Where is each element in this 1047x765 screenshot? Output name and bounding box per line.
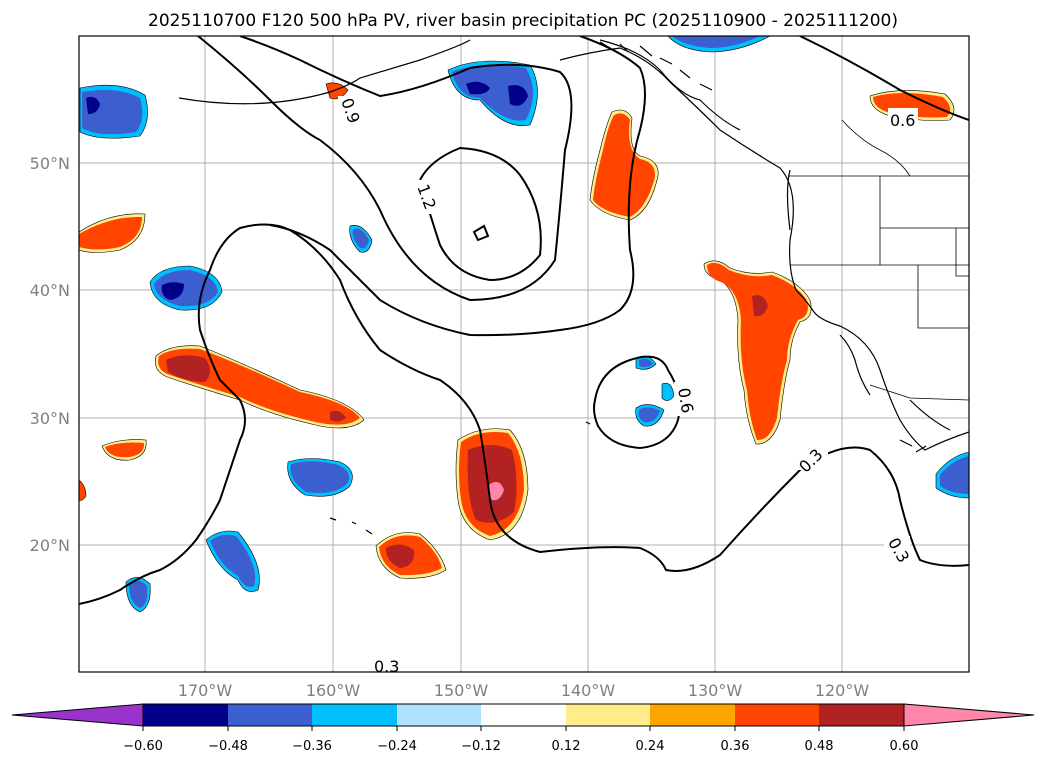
- lon-tick-label: 130°W: [688, 681, 743, 700]
- lon-tick-label: 120°W: [815, 681, 870, 700]
- contour-label: 0.3: [374, 657, 399, 676]
- pv-contour-1.2: [419, 146, 542, 282]
- lon-tick-label: 160°W: [306, 681, 361, 700]
- lat-tick-label: 40°N: [30, 281, 70, 300]
- lon-tick-label: 170°W: [178, 681, 233, 700]
- figure-title: 2025110700 F120 500 hPa PV, river basin …: [148, 11, 898, 31]
- colorbar-extend-left: [11, 703, 144, 727]
- lat-tick-label: 50°N: [30, 154, 70, 173]
- precip-blob-neg: [661, 382, 675, 401]
- colorbar-bin: [566, 704, 650, 726]
- contour-labels: 0.6 0.9 1.2 0.6 0.3 0.3 0.3: [337, 96, 918, 676]
- lat-tick-label: 20°N: [30, 536, 70, 555]
- colorbar-bin: [312, 704, 397, 726]
- lat-tick-labels: 50°N 40°N 30°N 20°N: [30, 154, 70, 555]
- colorbar-label: −0.60: [123, 739, 163, 754]
- map-plot-area: 0.6 0.9 1.2 0.6 0.3 0.3 0.3: [79, 36, 969, 676]
- precip-blob-neg: [452, 64, 533, 121]
- pv-contour-0.6-small: [593, 355, 681, 450]
- contour-label: 0.6: [674, 386, 697, 414]
- lon-tick-labels: 170°W 160°W 150°W 140°W 130°W 120°W: [178, 681, 870, 700]
- colorbar-label: 0.36: [721, 739, 750, 754]
- colorbar-label: −0.12: [461, 739, 501, 754]
- colorbar-bin: [650, 704, 735, 726]
- colorbar-extend-right: [903, 703, 1035, 727]
- colorbar-label: 0.60: [890, 739, 919, 754]
- lon-tick-label: 140°W: [561, 681, 616, 700]
- colorbar-bin: [481, 704, 566, 726]
- colorbar-label: 0.24: [636, 739, 665, 754]
- colorbar-bin: [228, 704, 312, 726]
- coastlines: [178, 39, 969, 535]
- colorbar: −0.60 −0.48 −0.36 −0.24 −0.12 0.12 0.24 …: [11, 703, 1035, 754]
- colorbar-bin: [143, 704, 228, 726]
- colorbar-bin: [735, 704, 819, 726]
- map-frame: [78, 35, 970, 673]
- precip-blob-pos: [79, 479, 87, 501]
- colorbar-label: −0.36: [292, 739, 332, 754]
- colorbar-label: −0.24: [377, 739, 417, 754]
- political-borders: [788, 119, 969, 401]
- lon-tick-label: 150°W: [434, 681, 489, 700]
- lat-tick-label: 30°N: [30, 409, 70, 428]
- colorbar-frame: [142, 703, 905, 727]
- contour-label: 0.6: [890, 111, 915, 130]
- colorbar-label: 0.48: [805, 739, 834, 754]
- colorbar-bin: [397, 704, 481, 726]
- pv-contour-0.9: [197, 36, 573, 302]
- colorbar-label: −0.48: [208, 739, 248, 754]
- colorbar-bin: [819, 704, 904, 726]
- pv-contour-0.6: [79, 223, 969, 605]
- precip-blob-neg: [86, 96, 100, 114]
- precip-blobs: [79, 36, 969, 613]
- colorbar-label: 0.12: [552, 739, 581, 754]
